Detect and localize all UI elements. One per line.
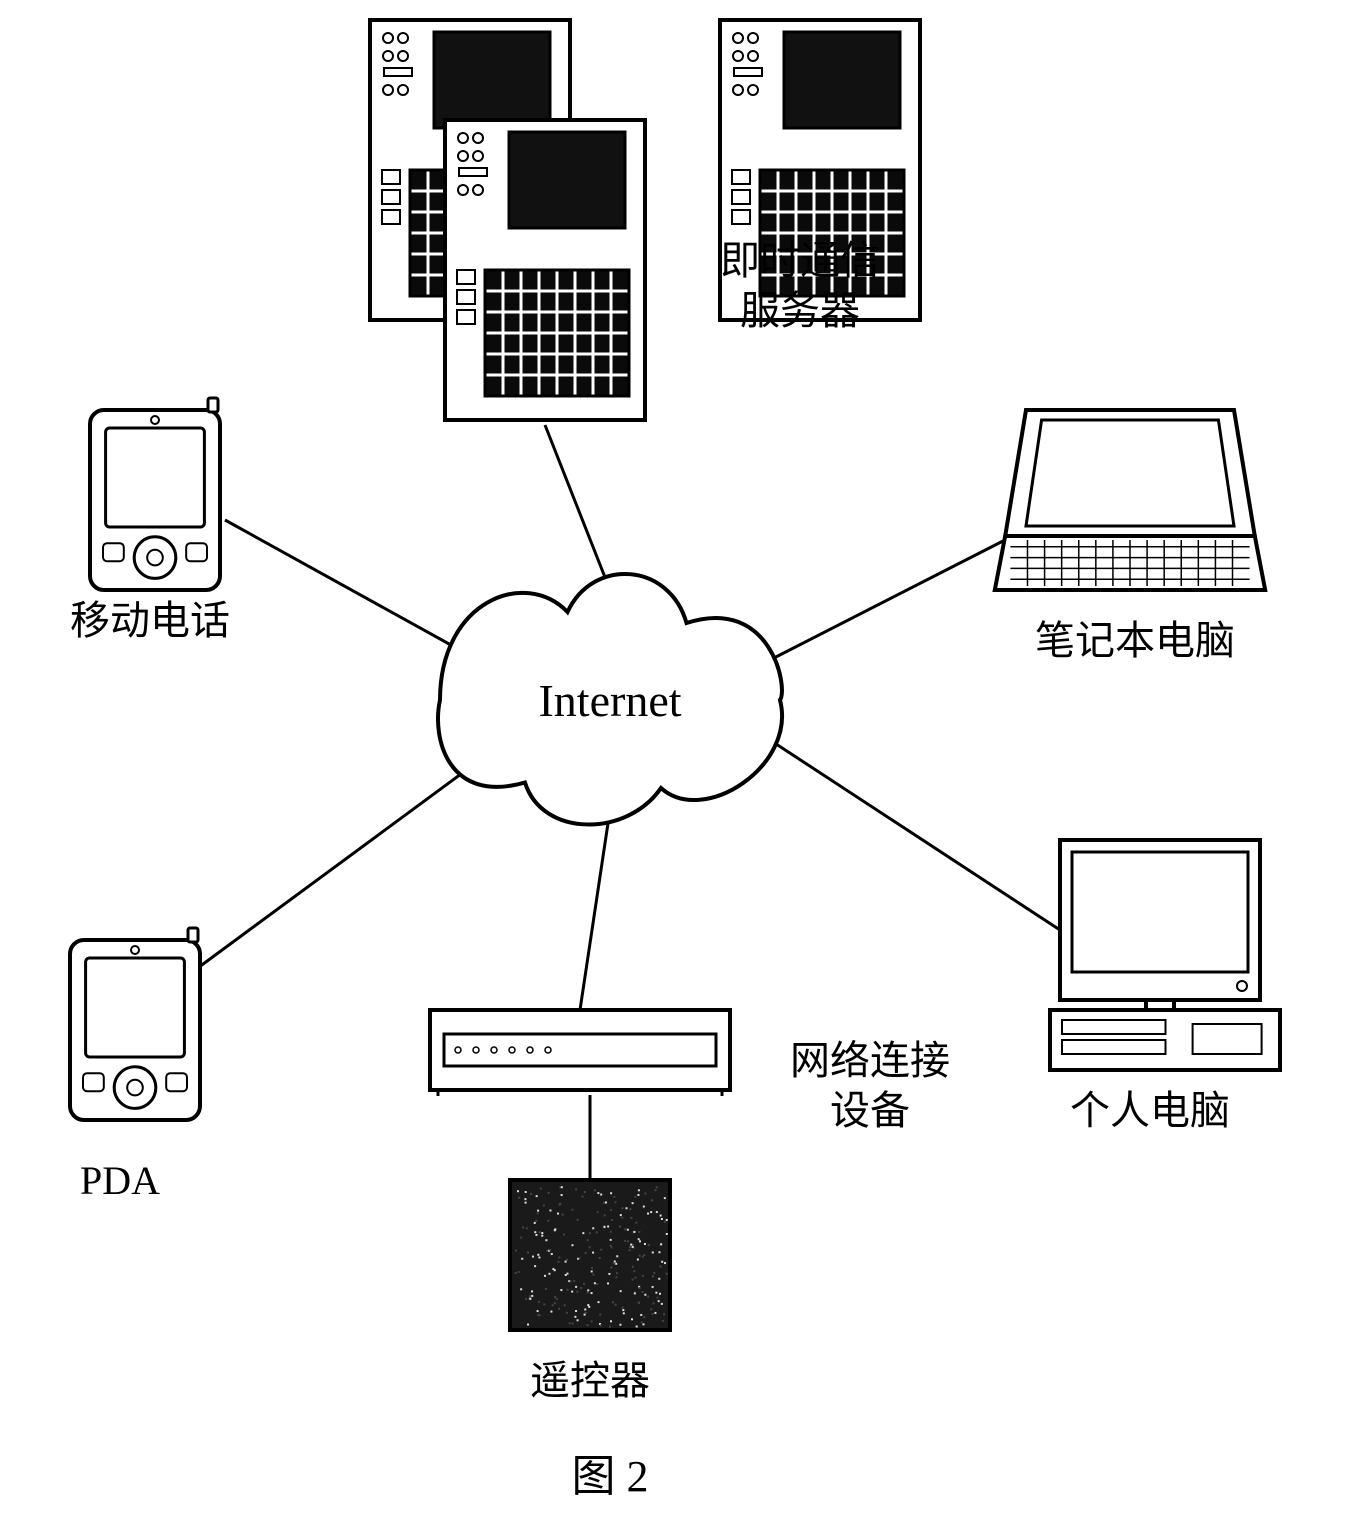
pda-label: PDA	[0, 1156, 320, 1206]
servers-label: 即时通信 服务器	[600, 236, 1000, 336]
figure-caption: 图 2	[410, 1449, 810, 1504]
remote-label: 遥控器	[390, 1356, 790, 1406]
laptop-label: 笔记本电脑	[935, 616, 1335, 666]
mobile-label: 移动电话	[0, 596, 350, 646]
diagram-svg	[0, 0, 1363, 1521]
netbox-label: 网络连接 设备	[670, 1036, 1070, 1136]
cloud-label: Internet	[410, 672, 810, 730]
diagram-stage: Internet 即时通信 服务器 移动电话 PDA 笔记本电脑 个人电脑 网络…	[0, 0, 1363, 1521]
